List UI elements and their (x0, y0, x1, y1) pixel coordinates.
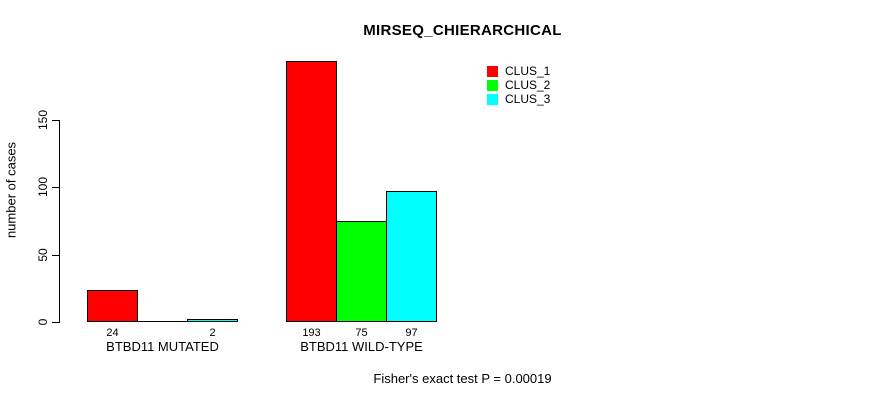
legend-item-clus-3: CLUS_3 (487, 92, 550, 106)
bar-value-label-clus-1-btbd11-wild-type: 193 (302, 327, 321, 339)
bar-value-label-clus-3-btbd11-mutated: 2 (209, 327, 216, 339)
x-category-label-btbd11-wild-type: BTBD11 WILD-TYPE (300, 339, 423, 354)
bar-clus-3-btbd11-mutated (187, 319, 238, 322)
bar-clus-2-btbd11-wild-type (336, 221, 387, 322)
bar-value-label-clus-1-btbd11-mutated: 24 (106, 327, 119, 339)
y-tick-label-100: 100 (36, 176, 50, 198)
bar-value-label-clus-2-btbd11-wild-type: 75 (355, 327, 368, 339)
bar-clus-1-btbd11-wild-type (286, 61, 337, 322)
y-tick-50 (52, 255, 59, 256)
y-tick-label-50: 50 (36, 248, 50, 262)
legend-item-clus-2: CLUS_2 (487, 78, 550, 92)
legend: CLUS_1 CLUS_2 CLUS_3 (487, 64, 550, 106)
bar-clus-2-btbd11-mutated (137, 321, 188, 322)
y-tick-0 (52, 322, 59, 323)
y-tick-label-0: 0 (36, 318, 50, 326)
bar-clus-1-btbd11-mutated (87, 290, 138, 322)
annotation-fishers-test: Fisher's exact test P = 0.00019 (373, 371, 552, 386)
legend-swatch-clus-2 (487, 79, 498, 91)
legend-label-clus-3: CLUS_3 (505, 92, 551, 106)
y-axis-line (59, 120, 60, 323)
y-tick-label-150: 150 (36, 109, 50, 131)
y-tick-100 (52, 187, 59, 188)
bar-clus-3-btbd11-wild-type (386, 191, 437, 322)
chart-title: MIRSEQ_CHIERARCHICAL (363, 22, 562, 39)
legend-label-clus-2: CLUS_2 (505, 78, 551, 92)
y-tick-150 (52, 120, 59, 121)
x-category-label-btbd11-mutated: BTBD11 MUTATED (106, 339, 219, 354)
bar-value-label-clus-3-btbd11-wild-type: 97 (405, 327, 418, 339)
legend-label-clus-1: CLUS_1 (505, 64, 551, 78)
legend-swatch-clus-3 (487, 93, 498, 105)
y-axis-label: number of cases (3, 141, 19, 239)
legend-swatch-clus-1 (487, 65, 498, 77)
legend-item-clus-1: CLUS_1 (487, 64, 550, 78)
